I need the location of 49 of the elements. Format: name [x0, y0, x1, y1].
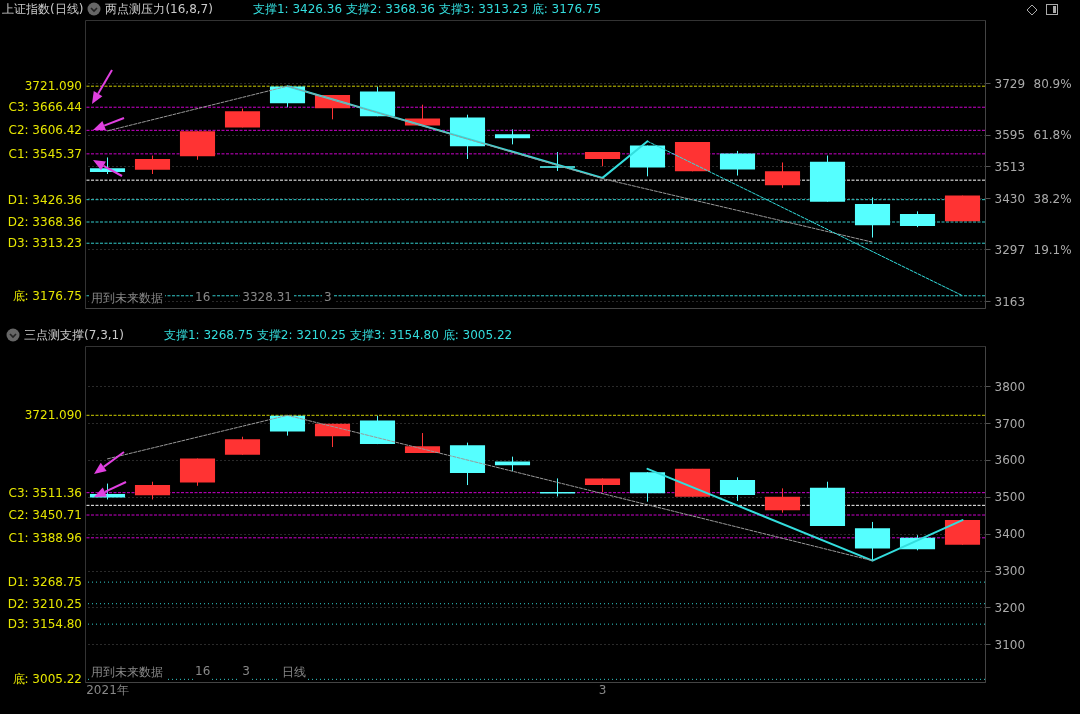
ref-line-label: 底: 3176.75	[12, 288, 82, 303]
chart-title: 三点测支撑(7,3,1)	[24, 326, 124, 344]
y-tick-label: 3400	[994, 527, 1026, 542]
y2-tick-label: 38.2%	[1033, 191, 1072, 206]
y-tick-label: 3200	[994, 601, 1026, 615]
text: 支撑1: 3426.36 支撑2: 3368.36 支撑3: 3313.23 底: 3176.75	[252, 0, 602, 18]
annotation: 16	[193, 290, 213, 307]
y-tick-label: 3297	[994, 242, 1026, 257]
text: 支撑1: 3268.75 支撑2: 3210.25 支撑3: 3154.80 底: 3005.22	[163, 326, 513, 344]
y-tick-label: 3500	[994, 490, 1026, 505]
ref-line-label: D1: 3426.36	[7, 192, 82, 207]
y-tick-label: 3300	[994, 564, 1026, 579]
ref-line-label: 3721.090	[24, 408, 82, 423]
ref-line-label: C2: 3450.71	[8, 508, 82, 523]
annotation: 日线	[279, 664, 308, 681]
ref-line-label: D2: 3210.25	[7, 596, 82, 611]
y2-tick-label: 80.9%	[1033, 76, 1072, 91]
y-tick-label: 3100	[994, 637, 1026, 652]
ref-line-label: 3721.090	[24, 79, 82, 94]
y-tick-label: 3595	[994, 128, 1026, 143]
y-tick-label: 3163	[994, 294, 1026, 309]
chart-subtitle: 两点测压力(16,8,7)	[105, 0, 213, 18]
y-tick-label: 3700	[994, 416, 1026, 431]
x-tick-label: 2021年	[86, 682, 129, 697]
candlestick	[539, 477, 576, 497]
ref-line-label: D3: 3313.23	[7, 236, 82, 251]
ref-line-label: C1: 3388.96	[8, 530, 82, 545]
ref-line-label: D2: 3368.36	[7, 215, 82, 229]
chart-title: 上证指数(日线)	[2, 0, 84, 18]
ref-line-label: C2: 3606.42	[8, 123, 82, 138]
annotation: 16	[193, 664, 213, 681]
y-tick-label: 3513	[994, 159, 1026, 174]
annotation: 用到未来数据	[89, 290, 165, 307]
y-tick-label: 3600	[994, 453, 1026, 468]
ref-line-label: D3: 3154.80	[7, 617, 82, 632]
y2-tick-label: 61.8%	[1033, 128, 1072, 143]
y-tick-label: 3800	[994, 379, 1026, 394]
annotation: 3328.31	[240, 290, 294, 307]
y-tick-label: 3430	[994, 191, 1026, 206]
ref-line-label: C1: 3545.37	[8, 146, 82, 161]
ref-line-label: C3: 3511.36	[8, 485, 82, 500]
ref-line-label: D1: 3268.75	[7, 575, 82, 590]
y-tick-label: 3729	[994, 76, 1026, 91]
ref-line-label: C3: 3666.44	[8, 100, 82, 115]
annotation: 用到未来数据	[89, 664, 165, 681]
annotation: 3	[321, 290, 334, 307]
y2-tick-label: 19.1%	[1033, 243, 1072, 258]
annotation: 3	[240, 664, 252, 681]
ref-line-label: 底: 3005.22	[12, 672, 82, 687]
